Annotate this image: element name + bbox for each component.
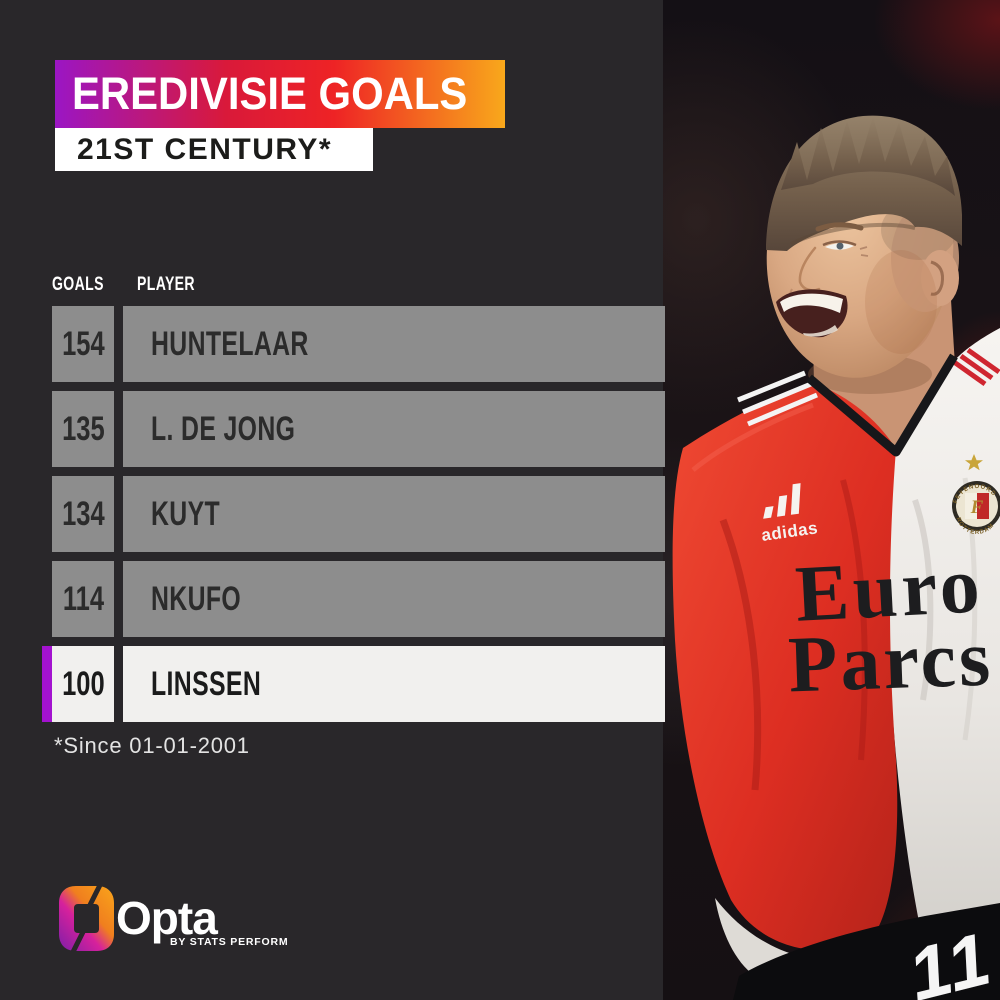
player-photo: adidas FEYENOORD ROTTERDAM F Euro Parcs — [663, 0, 1000, 1000]
table-row: 135 L. DE JONG — [52, 391, 665, 467]
opta-byline: BY STATS PERFORM — [170, 936, 289, 948]
table-row-highlighted: 100 LINSSEN — [52, 646, 665, 722]
footnote: *Since 01-01-2001 — [54, 733, 250, 758]
sponsor-line2: Parcs — [787, 614, 995, 709]
table-row: 154 HUNTELAAR — [52, 306, 665, 382]
player-illustration: adidas FEYENOORD ROTTERDAM F Euro Parcs — [672, 115, 1000, 1000]
opta-logo-icon — [59, 885, 114, 952]
shorts: 11 — [715, 898, 1000, 1000]
adidas-shoulder-stripes-left — [737, 370, 818, 427]
crest-letter: F — [970, 497, 984, 518]
player-name: KUYT — [151, 494, 221, 533]
sponsor-line1: Euro — [793, 541, 985, 639]
player-name: LINSSEN — [151, 664, 262, 703]
cell-gap — [114, 306, 123, 382]
face-features — [776, 222, 937, 354]
ear — [921, 250, 959, 306]
highlight-accent-bar — [42, 646, 54, 722]
adidas-bars-icon — [763, 483, 801, 519]
player-name: NKUFO — [151, 579, 242, 618]
cell-gap — [114, 476, 123, 552]
player-cell: NKUFO — [123, 561, 665, 637]
table-row: 134 KUYT — [52, 476, 665, 552]
goals-cell: 100 — [52, 646, 114, 722]
player-cell: KUYT — [123, 476, 665, 552]
club-crest: FEYENOORD ROTTERDAM F — [952, 454, 1000, 536]
adidas-shoulder-stripes-right — [952, 347, 1000, 387]
player-head — [766, 115, 962, 378]
goals-value: 135 — [61, 409, 105, 448]
opta-wordmark: Opta — [116, 892, 218, 944]
goals-value: 134 — [61, 494, 105, 533]
table-row: 114 NKUFO — [52, 561, 665, 637]
player-name: HUNTELAAR — [151, 324, 309, 363]
goals-value: 154 — [61, 324, 105, 363]
player-cell: HUNTELAAR — [123, 306, 665, 382]
crest-star-icon — [965, 454, 983, 471]
sponsor-text: Euro Parcs — [787, 541, 995, 709]
goals-cell: 154 — [52, 306, 114, 382]
column-header-player: PLAYER — [137, 274, 195, 295]
subtitle-box: 21ST CENTURY* — [55, 128, 373, 171]
goals-cell: 135 — [52, 391, 114, 467]
page-subtitle: 21ST CENTURY* — [77, 132, 333, 166]
column-header-goals: GOALS — [52, 274, 104, 295]
player-cell: L. DE JONG — [123, 391, 665, 467]
goals-cell: 134 — [52, 476, 114, 552]
goals-value: 100 — [61, 664, 105, 703]
jersey-red-half — [672, 370, 898, 951]
page-title: EREDIVISIE GOALS — [72, 68, 468, 119]
player-cell: LINSSEN — [123, 646, 665, 722]
cell-gap — [114, 391, 123, 467]
collar — [806, 353, 958, 457]
cell-gap — [114, 646, 123, 722]
cell-gap — [114, 561, 123, 637]
goals-cell: 114 — [52, 561, 114, 637]
title-banner: EREDIVISIE GOALS — [55, 60, 505, 128]
goals-value: 114 — [62, 579, 104, 618]
player-name: L. DE JONG — [151, 409, 296, 448]
